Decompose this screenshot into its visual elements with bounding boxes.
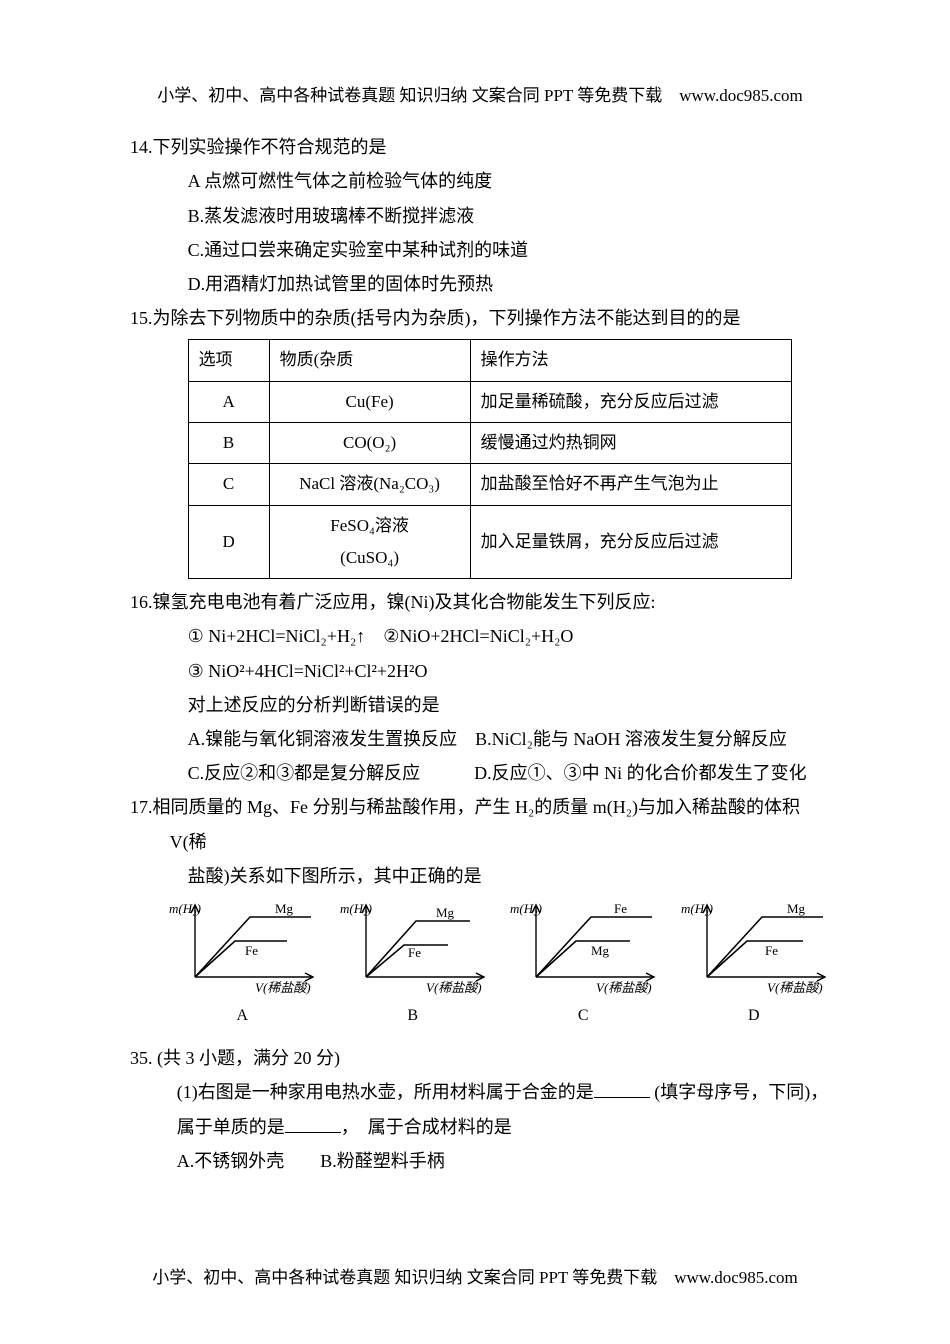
chart-C: m(H₂) Fe Mg V(稀盐酸) C	[507, 899, 660, 1031]
q14-stem: 14.下列实验操作不符合规范的是	[130, 130, 830, 164]
q15-td-2-1: NaCl 溶液(Na₂CO₃)	[269, 464, 470, 505]
q15-td-3-1: FeSO₄溶液(CuSO₄)	[269, 505, 470, 579]
q15-table: 选项物质(杂质操作方法 ACu(Fe)加足量稀硫酸，充分反应后过滤 BCO(O₂)缓…	[188, 339, 792, 579]
q15-td-2-0: C	[188, 464, 269, 505]
chart-A: m(H₂) Mg Fe V(稀盐酸) A	[166, 899, 319, 1031]
chart-B: m(H₂) Mg Fe V(稀盐酸) B	[337, 899, 490, 1031]
q35-stem: 35. (共 3 小题，满分 20 分)	[130, 1041, 830, 1075]
q16-eq2: ③ NiO²+4HCl=NiCl²+Cl²+2H²O	[130, 654, 830, 688]
q15-td-1-1: CO(O₂)	[269, 423, 470, 464]
svg-text:Fe: Fe	[408, 945, 421, 960]
q15-td-0-2: 加足量稀硫酸，充分反应后过滤	[470, 381, 791, 422]
svg-text:Fe: Fe	[614, 901, 627, 916]
q15-th-2: 操作方法	[470, 340, 791, 381]
svg-text:V(稀盐酸): V(稀盐酸)	[596, 980, 652, 995]
q17-charts: m(H₂) Mg Fe V(稀盐酸) A m(H₂) Mg Fe V(稀盐酸) …	[166, 899, 830, 1031]
q35-line1: (1)右图是一种家用电热水壶，所用材料属于合金的是 (填字母序号，下同)，	[130, 1075, 830, 1109]
q35-line2: 属于单质的是 ， 属于合成材料的是	[130, 1110, 830, 1144]
q35-line3: A.不锈钢外壳 B.粉醛塑料手柄	[130, 1144, 830, 1178]
svg-text:Fe: Fe	[765, 943, 778, 958]
q35-line2b: ， 属于合成材料的是	[341, 1117, 512, 1137]
page-footer: 小学、初中、高中各种试卷真题 知识归纳 文案合同 PPT 等免费下载 www.d…	[0, 1262, 950, 1294]
q16-opt-ab: A.镍能与氧化铜溶液发生置换反应 B.NiCl₂能与 NaOH 溶液发生复分解反…	[130, 722, 830, 756]
svg-text:Mg: Mg	[275, 901, 294, 916]
q14-opt-a: A 点燃可燃性气体之前检验气体的纯度	[130, 164, 830, 198]
svg-text:V(稀盐酸): V(稀盐酸)	[767, 980, 823, 995]
svg-text:V(稀盐酸): V(稀盐酸)	[255, 980, 311, 995]
q14-opt-b: B.蒸发滤液时用玻璃棒不断搅拌滤液	[130, 199, 830, 233]
svg-text:Fe: Fe	[245, 943, 258, 958]
chart-label-A: A	[166, 1001, 319, 1031]
q15-td-3-2: 加入足量铁屑，充分反应后过滤	[470, 505, 791, 579]
page-header: 小学、初中、高中各种试卷真题 知识归纳 文案合同 PPT 等免费下载 www.d…	[130, 80, 830, 112]
q14-opt-d: D.用酒精灯加热试管里的固体时先预热	[130, 267, 830, 301]
q16-judge: 对上述反应的分析判断错误的是	[130, 688, 830, 722]
q15-td-2-2: 加盐酸至恰好不再产生气泡为止	[470, 464, 791, 505]
svg-text:m(H₂): m(H₂)	[169, 901, 201, 916]
chart-label-C: C	[507, 1001, 660, 1031]
q16-stem: 16.镍氢充电电池有着广泛应用，镍(Ni)及其化合物能发生下列反应:	[130, 585, 830, 619]
q14-opt-c: C.通过口尝来确定实验室中某种试剂的味道	[130, 233, 830, 267]
q16-eq1: ① Ni+2HCl=NiCl₂+H₂↑ ②NiO+2HCl=NiCl₂+H₂O	[130, 619, 830, 653]
q15-td-1-2: 缓慢通过灼热铜网	[470, 423, 791, 464]
chart-label-D: D	[678, 1001, 831, 1031]
q17-stem2: 盐酸)关系如下图所示，其中正确的是	[130, 859, 830, 893]
blank-1	[594, 1079, 650, 1098]
q17-stem: 17.相同质量的 Mg、Fe 分别与稀盐酸作用，产生 H₂的质量 m(H₂)与加…	[130, 790, 830, 858]
q35-line1b: (填字母序号，下同)，	[650, 1082, 829, 1102]
svg-text:V(稀盐酸): V(稀盐酸)	[426, 980, 482, 995]
q15-stem: 15.为除去下列物质中的杂质(括号内为杂质)，下列操作方法不能达到目的的是	[130, 301, 830, 335]
svg-text:Mg: Mg	[787, 901, 806, 916]
svg-text:m(H₂): m(H₂)	[681, 901, 713, 916]
chart-D: m(H₂) Mg Fe V(稀盐酸) D	[678, 899, 831, 1031]
q16-opt-cd: C.反应②和③都是复分解反应 D.反应①、③中 Ni 的化合价都发生了变化	[130, 756, 830, 790]
q15-td-3-0: D	[188, 505, 269, 579]
q15-td-0-0: A	[188, 381, 269, 422]
svg-text:Mg: Mg	[591, 943, 610, 958]
chart-label-B: B	[337, 1001, 490, 1031]
svg-text:Mg: Mg	[436, 905, 455, 920]
q15-th-1: 物质(杂质	[269, 340, 470, 381]
svg-text:m(H₂): m(H₂)	[510, 901, 542, 916]
svg-text:m(H₂): m(H₂)	[340, 901, 372, 916]
q35-line2a: 属于单质的是	[177, 1117, 285, 1137]
q15-td-0-1: Cu(Fe)	[269, 381, 470, 422]
blank-2	[285, 1114, 341, 1133]
q15-th-0: 选项	[188, 340, 269, 381]
q35-line1a: (1)右图是一种家用电热水壶，所用材料属于合金的是	[177, 1082, 594, 1102]
q15-td-1-0: B	[188, 423, 269, 464]
